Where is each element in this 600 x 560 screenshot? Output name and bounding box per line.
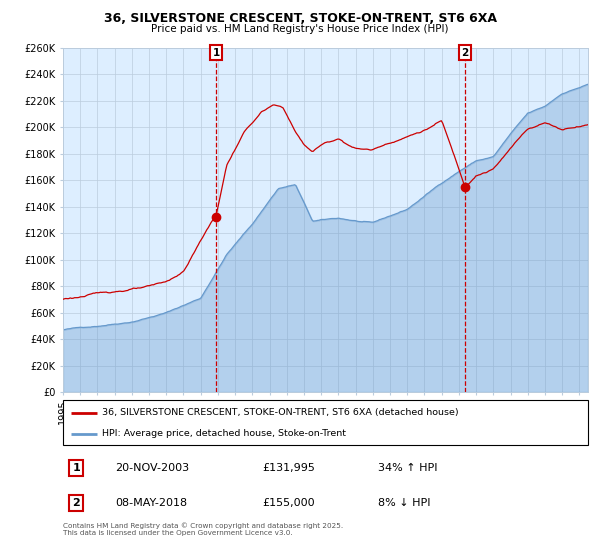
Text: 08-MAY-2018: 08-MAY-2018 xyxy=(115,498,188,508)
Text: 1: 1 xyxy=(212,48,220,58)
Text: £155,000: £155,000 xyxy=(263,498,315,508)
Text: £131,995: £131,995 xyxy=(263,463,316,473)
Text: 34% ↑ HPI: 34% ↑ HPI xyxy=(378,463,437,473)
Text: 2: 2 xyxy=(72,498,80,508)
Text: 36, SILVERSTONE CRESCENT, STOKE-ON-TRENT, ST6 6XA: 36, SILVERSTONE CRESCENT, STOKE-ON-TRENT… xyxy=(104,12,497,25)
Text: 20-NOV-2003: 20-NOV-2003 xyxy=(115,463,190,473)
Text: Price paid vs. HM Land Registry's House Price Index (HPI): Price paid vs. HM Land Registry's House … xyxy=(151,24,449,34)
Text: Contains HM Land Registry data © Crown copyright and database right 2025.
This d: Contains HM Land Registry data © Crown c… xyxy=(63,522,343,535)
Text: 8% ↓ HPI: 8% ↓ HPI xyxy=(378,498,431,508)
FancyBboxPatch shape xyxy=(63,400,588,445)
Text: 2: 2 xyxy=(461,48,469,58)
Text: HPI: Average price, detached house, Stoke-on-Trent: HPI: Average price, detached house, Stok… xyxy=(103,430,346,438)
Text: 1: 1 xyxy=(72,463,80,473)
Text: 36, SILVERSTONE CRESCENT, STOKE-ON-TRENT, ST6 6XA (detached house): 36, SILVERSTONE CRESCENT, STOKE-ON-TRENT… xyxy=(103,408,459,417)
